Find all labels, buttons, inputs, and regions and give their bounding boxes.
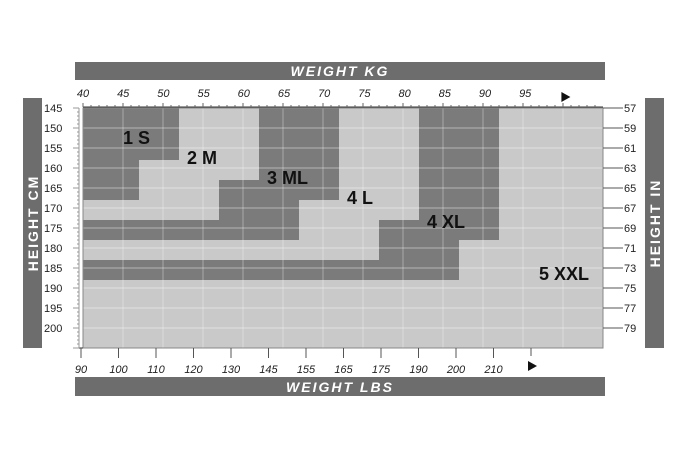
kg-tick-label: 60 xyxy=(238,88,251,100)
lbs-tick-label: 175 xyxy=(372,364,391,376)
cm-tick-label: 155 xyxy=(44,143,62,155)
right-axis-title: HEIGHT IN xyxy=(647,179,663,268)
top-banner xyxy=(75,62,605,80)
size-label: 3 ML xyxy=(267,168,308,188)
cm-tick-label: 175 xyxy=(44,223,62,235)
lbs-tick-label: 120 xyxy=(184,364,203,376)
size-label: 5 XXL xyxy=(539,264,589,284)
top-axis-title: WEIGHT KG xyxy=(291,63,390,79)
cm-tick-label: 165 xyxy=(44,183,62,195)
kg-tick-label: 75 xyxy=(358,88,371,100)
right-banner xyxy=(645,98,664,348)
size-label: 4 XL xyxy=(427,212,465,232)
in-tick-label: 57 xyxy=(624,103,636,115)
kg-tick-label: 90 xyxy=(479,88,492,100)
in-tick-label: 65 xyxy=(624,183,636,195)
cm-tick-label: 170 xyxy=(44,203,62,215)
lbs-tick-label: 110 xyxy=(147,364,165,376)
left-banner xyxy=(23,98,42,348)
lbs-tick-label: 210 xyxy=(483,364,503,376)
in-tick-label: 73 xyxy=(624,263,636,275)
in-tick-label: 69 xyxy=(624,223,636,235)
kg-tick-label: 50 xyxy=(157,88,170,100)
arrow-right-icon xyxy=(528,361,537,371)
size-label: 1 S xyxy=(123,128,150,148)
lbs-tick-label: 200 xyxy=(446,364,466,376)
cm-tick-label: 145 xyxy=(44,103,62,115)
lbs-tick-label: 145 xyxy=(259,364,278,376)
in-tick-label: 77 xyxy=(624,303,636,315)
cm-tick-label: 150 xyxy=(44,123,62,135)
lbs-tick-label: 100 xyxy=(109,364,128,376)
bottom-banner xyxy=(75,377,605,396)
size-label: 2 M xyxy=(187,148,217,168)
cm-tick-label: 180 xyxy=(44,243,62,255)
lbs-tick-label: 90 xyxy=(75,364,88,376)
kg-tick-label: 45 xyxy=(117,88,130,100)
lbs-tick-label: 155 xyxy=(297,364,316,376)
in-tick-label: 63 xyxy=(624,163,636,175)
kg-tick-label: 85 xyxy=(439,88,452,100)
in-tick-label: 61 xyxy=(624,143,636,155)
kg-tick-label: 65 xyxy=(278,88,291,100)
in-tick-label: 59 xyxy=(624,123,636,135)
kg-tick-label: 70 xyxy=(318,88,331,100)
cm-tick-label: 185 xyxy=(44,263,62,275)
lbs-tick-label: 130 xyxy=(222,364,241,376)
in-tick-label: 75 xyxy=(624,283,636,295)
kg-tick-label: 40 xyxy=(77,88,90,100)
in-tick-label: 79 xyxy=(624,323,636,335)
bottom-axis-title: WEIGHT LBS xyxy=(286,379,394,395)
lbs-tick-label: 165 xyxy=(334,364,353,376)
cm-tick-label: 190 xyxy=(44,283,62,295)
size-label: 4 L xyxy=(347,188,373,208)
cm-tick-label: 200 xyxy=(44,323,62,335)
in-tick-label: 71 xyxy=(624,243,636,255)
kg-tick-label: 95 xyxy=(519,88,532,100)
arrow-right-icon xyxy=(561,92,571,102)
kg-tick-label: 80 xyxy=(398,88,411,100)
left-axis-title: HEIGHT CM xyxy=(25,175,41,272)
cm-tick-label: 160 xyxy=(44,163,62,175)
cm-tick-label: 195 xyxy=(44,303,62,315)
size-region-1-s xyxy=(83,108,139,200)
in-tick-label: 67 xyxy=(624,203,636,215)
kg-tick-label: 55 xyxy=(197,88,210,100)
lbs-tick-label: 190 xyxy=(409,364,428,376)
